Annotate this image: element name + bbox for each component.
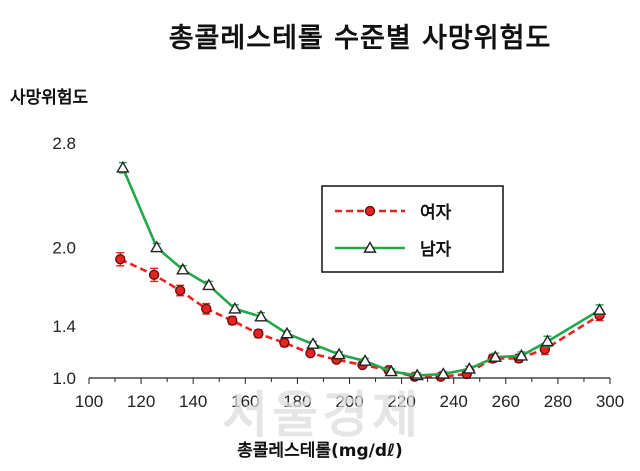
y-tick-label: 2.0 xyxy=(52,238,76,257)
x-tick-label: 300 xyxy=(596,392,624,411)
x-tick-label: 280 xyxy=(544,392,572,411)
data-point xyxy=(254,309,268,322)
legend-box xyxy=(321,185,504,273)
series-female xyxy=(115,251,605,382)
data-point xyxy=(462,361,477,374)
data-point xyxy=(540,334,555,347)
legend-marker xyxy=(364,205,376,217)
legend-marker xyxy=(363,241,377,253)
series-line xyxy=(121,167,601,377)
data-point xyxy=(305,347,316,359)
data-point xyxy=(227,315,238,326)
data-point xyxy=(488,350,503,362)
x-tick-label: 140 xyxy=(179,392,207,411)
x-tick-label: 100 xyxy=(75,392,103,411)
plot-area xyxy=(115,160,607,382)
data-point xyxy=(148,269,160,281)
data-point xyxy=(176,262,190,275)
x-tick-label: 220 xyxy=(387,392,415,411)
data-point xyxy=(514,348,529,361)
data-point xyxy=(115,253,126,265)
x-axis-title: 총콜레스테롤(mg/dℓ) xyxy=(237,441,403,461)
data-point xyxy=(201,303,212,315)
x-tick-label: 120 xyxy=(127,392,155,411)
data-point xyxy=(116,160,130,173)
data-point xyxy=(202,278,216,291)
data-point xyxy=(592,303,607,315)
data-point xyxy=(174,285,186,296)
legend-marker-female xyxy=(364,205,376,217)
legend: 여자 남자 xyxy=(321,185,504,273)
chart-title: 총콜레스테롤 수준별 사망위험도 xyxy=(168,23,552,54)
data-point xyxy=(228,301,242,314)
data-point xyxy=(410,368,424,381)
y-tick-label: 1.0 xyxy=(52,369,76,388)
data-point xyxy=(253,328,264,339)
data-point xyxy=(306,337,320,349)
x-tick-label: 180 xyxy=(283,392,311,411)
data-point xyxy=(150,240,164,253)
y-axis-title: 사망위험도 xyxy=(10,87,89,108)
data-point xyxy=(279,337,290,348)
legend-label-male: 남자 xyxy=(420,240,452,260)
data-point xyxy=(358,354,372,366)
axes: 100 120 140 160 180 200 220 240 260 280 300 1.0 1.4 2… xyxy=(52,134,624,411)
y-tick-label: 2.8 xyxy=(52,134,76,153)
y-tick-label: 1.4 xyxy=(52,317,76,336)
series-male xyxy=(116,160,607,381)
legend-label-female: 여자 xyxy=(420,203,452,223)
x-tick-label: 240 xyxy=(440,392,468,411)
watermark: 서울경제 xyxy=(222,386,422,444)
x-tick-label: 200 xyxy=(335,392,363,411)
legend-marker-male xyxy=(363,241,377,253)
data-point xyxy=(384,364,398,377)
x-tick-label: 260 xyxy=(492,392,520,411)
series-line xyxy=(119,258,601,378)
data-point xyxy=(332,347,346,360)
x-tick-label: 160 xyxy=(231,392,259,411)
data-point xyxy=(280,326,294,339)
